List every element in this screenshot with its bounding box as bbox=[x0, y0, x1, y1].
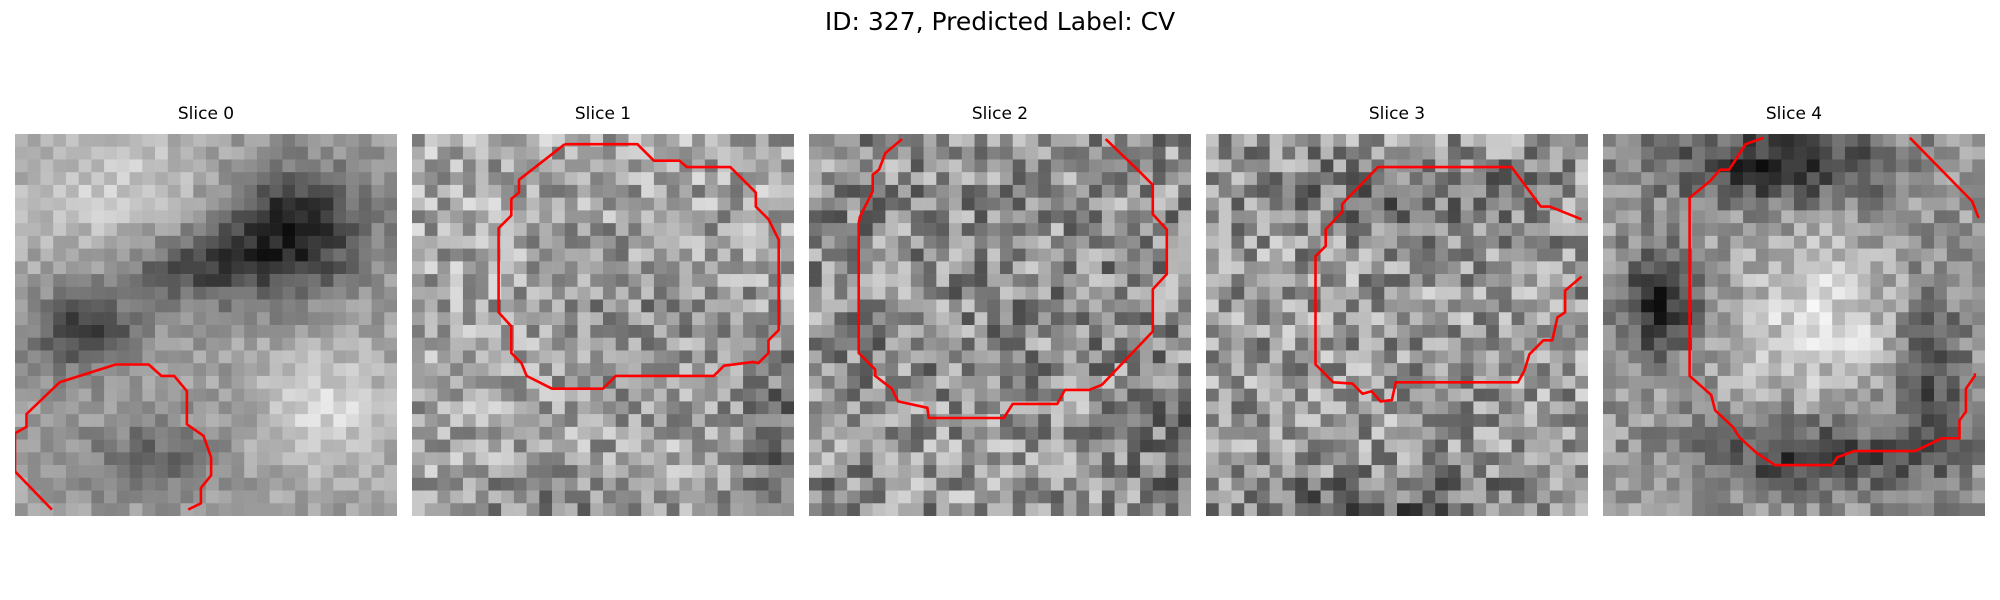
slice-title-2: Slice 2 bbox=[971, 104, 1029, 124]
slice-panel-1: Slice 1 bbox=[412, 104, 794, 516]
slice-image-1 bbox=[412, 134, 794, 516]
segmentation-contour bbox=[857, 138, 1169, 420]
segmentation-contour bbox=[15, 363, 213, 511]
segmentation-contour bbox=[497, 142, 781, 390]
segmentation-contour bbox=[1908, 136, 1980, 219]
pixel-grid bbox=[1206, 134, 1588, 516]
slice-panel-0: Slice 0 bbox=[15, 104, 397, 516]
figure-title: ID: 327, Predicted Label: CV bbox=[824, 7, 1176, 36]
slice-panel-4: Slice 4 bbox=[1603, 104, 1985, 516]
pixel-grid bbox=[1603, 134, 1985, 516]
slice-title-0: Slice 0 bbox=[177, 104, 235, 124]
slice-title-3: Slice 3 bbox=[1368, 104, 1426, 124]
slice-image-4 bbox=[1603, 134, 1985, 516]
slice-panel-2: Slice 2 bbox=[809, 104, 1191, 516]
slice-panel-3: Slice 3 bbox=[1206, 104, 1588, 516]
slice-image-3 bbox=[1206, 134, 1588, 516]
slice-image-0 bbox=[15, 134, 397, 516]
segmentation-contour bbox=[1314, 165, 1583, 403]
segmentation-contour bbox=[1688, 136, 1977, 467]
slice-title-4: Slice 4 bbox=[1765, 104, 1823, 124]
pixel-grid bbox=[809, 134, 1191, 516]
slice-title-1: Slice 1 bbox=[574, 104, 632, 124]
pixel-grid bbox=[412, 134, 794, 516]
pixel-grid bbox=[15, 134, 397, 516]
slice-image-2 bbox=[809, 134, 1191, 516]
